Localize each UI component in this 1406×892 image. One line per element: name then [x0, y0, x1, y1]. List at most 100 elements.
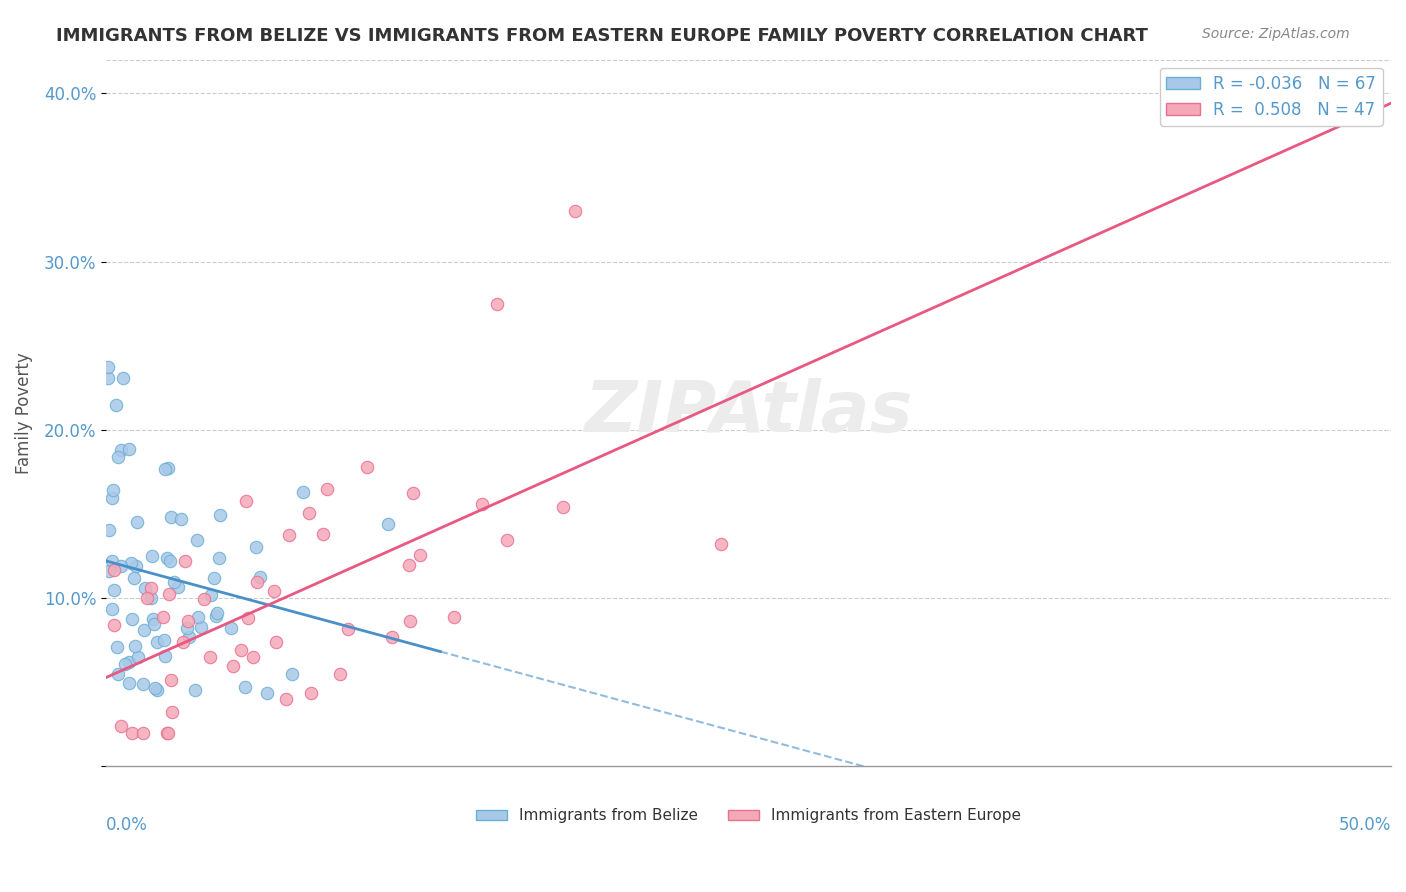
- Point: [127, 649, 149, 664]
- Point: [107, 450, 129, 464]
- Point: [485, 296, 508, 310]
- Point: [101, 483, 124, 498]
- Point: [100, 602, 122, 616]
- Point: [139, 581, 162, 595]
- Point: [135, 591, 157, 606]
- Point: [131, 725, 153, 739]
- Legend: Immigrants from Belize, Immigrants from Eastern Europe: Immigrants from Belize, Immigrants from …: [470, 802, 1028, 830]
- Point: [97, 371, 120, 385]
- Point: [163, 575, 186, 590]
- Y-axis label: Family Poverty: Family Poverty: [15, 352, 32, 474]
- Point: [153, 648, 176, 663]
- Point: [98, 523, 121, 537]
- Point: [235, 494, 257, 508]
- Point: [471, 497, 494, 511]
- Point: [103, 563, 125, 577]
- Point: [107, 666, 129, 681]
- Point: [177, 615, 200, 629]
- Point: [97, 359, 120, 374]
- Point: [222, 659, 245, 673]
- Text: 0.0%: 0.0%: [107, 816, 148, 834]
- Point: [103, 582, 125, 597]
- Point: [172, 635, 194, 649]
- Point: [156, 725, 179, 739]
- Point: [219, 621, 242, 635]
- Point: [277, 528, 299, 542]
- Point: [274, 692, 297, 706]
- Point: [142, 617, 165, 632]
- Point: [398, 558, 420, 573]
- Point: [187, 610, 209, 624]
- Point: [184, 682, 207, 697]
- Point: [176, 621, 198, 635]
- Point: [242, 650, 264, 665]
- Point: [152, 610, 174, 624]
- Point: [103, 618, 125, 632]
- Point: [111, 370, 134, 384]
- Point: [311, 527, 333, 541]
- Point: [105, 398, 128, 412]
- Point: [169, 512, 191, 526]
- Text: Source: ZipAtlas.com: Source: ZipAtlas.com: [1202, 27, 1350, 41]
- Point: [292, 485, 315, 500]
- Point: [186, 533, 208, 548]
- Point: [105, 640, 128, 655]
- Point: [398, 614, 420, 628]
- Text: IMMIGRANTS FROM BELIZE VS IMMIGRANTS FROM EASTERN EUROPE FAMILY POVERTY CORRELAT: IMMIGRANTS FROM BELIZE VS IMMIGRANTS FRO…: [56, 27, 1149, 45]
- Point: [97, 564, 120, 578]
- Point: [167, 580, 190, 594]
- Point: [101, 554, 124, 568]
- Point: [145, 681, 167, 695]
- Point: [141, 549, 163, 564]
- Point: [200, 588, 222, 602]
- Point: [118, 676, 141, 690]
- Point: [110, 719, 132, 733]
- Point: [329, 667, 352, 681]
- Point: [245, 540, 267, 554]
- Point: [208, 508, 231, 522]
- Point: [124, 639, 146, 653]
- Point: [409, 549, 432, 563]
- Point: [121, 725, 143, 739]
- Point: [110, 442, 132, 457]
- Point: [263, 583, 285, 598]
- Point: [156, 725, 179, 739]
- Point: [156, 551, 179, 566]
- Point: [381, 630, 404, 644]
- Point: [146, 683, 169, 698]
- Point: [174, 554, 197, 568]
- Point: [205, 606, 228, 620]
- Point: [110, 559, 132, 574]
- Point: [114, 657, 136, 672]
- Point: [551, 500, 574, 515]
- Point: [443, 610, 465, 624]
- Point: [208, 551, 231, 566]
- Point: [356, 460, 378, 475]
- Text: ZIPAtlas: ZIPAtlas: [585, 378, 912, 448]
- Point: [249, 569, 271, 583]
- Point: [298, 506, 321, 520]
- Point: [120, 556, 142, 570]
- Point: [122, 571, 145, 585]
- Point: [160, 509, 183, 524]
- Point: [710, 537, 733, 551]
- Point: [245, 575, 267, 590]
- Point: [125, 558, 148, 573]
- Point: [139, 591, 162, 605]
- Point: [132, 677, 155, 691]
- Point: [231, 642, 253, 657]
- Point: [315, 482, 337, 496]
- Point: [157, 461, 180, 475]
- Point: [177, 630, 200, 644]
- Point: [118, 655, 141, 669]
- Point: [117, 442, 139, 456]
- Point: [152, 633, 174, 648]
- Text: 50.0%: 50.0%: [1339, 816, 1391, 834]
- Point: [159, 554, 181, 568]
- Point: [256, 686, 278, 700]
- Point: [236, 611, 259, 625]
- Point: [564, 204, 586, 219]
- Point: [160, 705, 183, 719]
- Point: [157, 587, 180, 601]
- Point: [402, 486, 425, 500]
